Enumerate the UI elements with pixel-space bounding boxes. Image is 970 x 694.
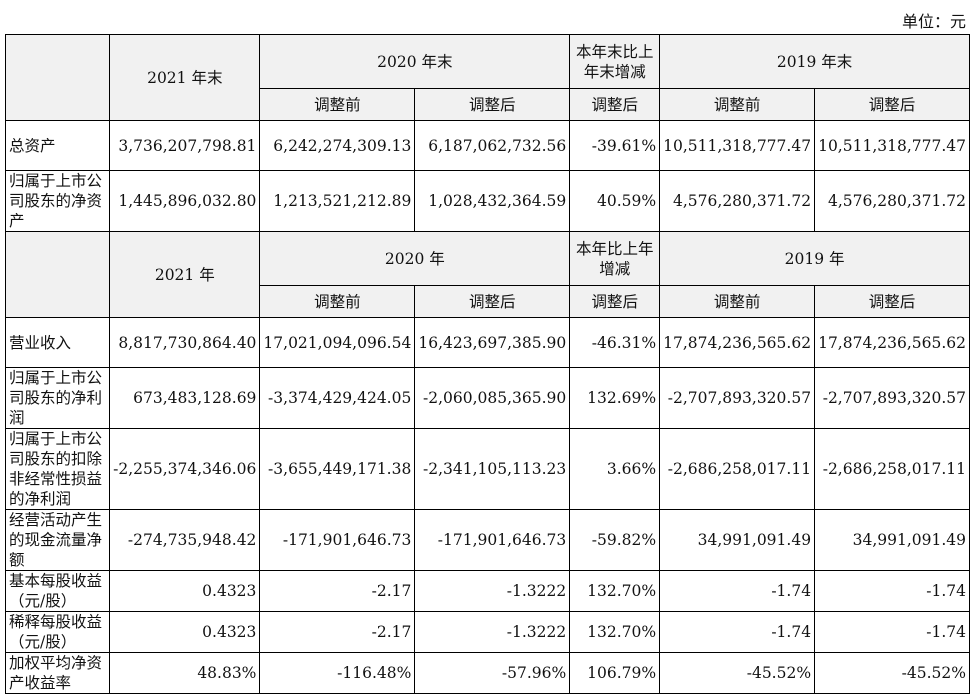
value-cell: 17,021,094,096.54 [259,317,416,368]
value-cell: 10,511,318,777.47 [659,120,816,171]
value-cell: 6,242,274,309.13 [259,120,416,171]
value-cell: -1.3222 [414,570,571,612]
row-label: 基本每股收益（元/股） [4,570,111,612]
change-cell: -46.31% [569,317,661,368]
header-cell: 2020 年末 [259,34,571,89]
value-cell: -171,901,646.73 [259,509,416,571]
subheader-cell: 调整后 [414,88,571,121]
table-row: 经营活动产生的现金流量净额 -274,735,948.42 -171,901,6… [4,509,970,571]
table-row: 营业收入 8,817,730,864.40 17,021,094,096.54 … [4,317,970,368]
value-cell: 6,187,062,732.56 [414,120,571,171]
header-row: 2021 年末 2020 年末 本年末比上年末增减 2019 年末 [4,34,970,121]
header-cell: 本年末比上年末增减 [569,34,661,89]
value-cell: 10,511,318,777.47 [814,120,970,171]
table-row: 归属于上市公司股东的净资产 1,445,896,032.80 1,213,521… [4,170,970,232]
value-cell: 17,874,236,565.62 [814,317,970,368]
header-blank-cell [4,34,111,121]
subheader-cell: 调整后 [569,88,661,121]
value-cell: -2.17 [259,570,416,612]
value-cell: -2,341,105,113.23 [414,428,571,510]
header-cell: 2019 年 [659,231,970,286]
value-cell: 1,028,432,364.59 [414,170,571,232]
header-cell: 2021 年末 [109,34,261,121]
value-cell: -2,255,374,346.06 [109,428,261,510]
table-row: 加权平均净资产收益率 48.83% -116.48% -57.96% 106.7… [4,652,970,694]
table-row: 归属于上市公司股东的净利润 673,483,128.69 -3,374,429,… [4,367,970,429]
subheader-cell: 调整前 [259,88,416,121]
value-cell: -2,686,258,017.11 [659,428,816,510]
value-cell: 673,483,128.69 [109,367,261,429]
value-cell: 34,991,091.49 [659,509,816,571]
subheader-row: 调整前 调整后 调整后 调整前 调整后 [6,285,970,318]
value-cell: 8,817,730,864.40 [109,317,261,368]
value-cell: 34,991,091.49 [814,509,970,571]
value-cell: 1,213,521,212.89 [259,170,416,232]
subheader-cell: 调整后 [414,285,571,318]
value-cell: 1,445,896,032.80 [109,170,261,232]
value-cell: 0.4323 [109,570,261,612]
table-row: 基本每股收益（元/股） 0.4323 -2.17 -1.3222 132.70%… [4,570,970,612]
financial-summary-table: 2021 年末 2020 年末 本年末比上年末增减 2019 年末 调整前 调整… [4,34,970,694]
change-cell: 132.69% [569,367,661,429]
value-cell: 0.4323 [109,611,261,653]
value-cell: -1.74 [814,611,970,653]
value-cell: -45.52% [814,652,970,694]
value-cell: 48.83% [109,652,261,694]
value-cell: -1.74 [814,570,970,612]
change-cell: 132.70% [569,611,661,653]
value-cell: -274,735,948.42 [109,509,261,571]
value-cell: -171,901,646.73 [414,509,571,571]
header-cell: 2021 年 [109,231,261,318]
change-cell: -59.82% [569,509,661,571]
row-label: 加权平均净资产收益率 [4,652,111,694]
value-cell: -1.74 [659,570,816,612]
change-cell: 106.79% [569,652,661,694]
header-blank-cell [4,231,111,318]
value-cell: -45.52% [659,652,816,694]
value-cell: -116.48% [259,652,416,694]
change-cell: 3.66% [569,428,661,510]
value-cell: 3,736,207,798.81 [109,120,261,171]
row-label: 归属于上市公司股东的扣除非经常性损益的净利润 [4,428,111,510]
subheader-cell: 调整前 [659,88,816,121]
subheader-cell: 调整后 [569,285,661,318]
subheader-cell: 调整前 [659,285,816,318]
table-row: 总资产 3,736,207,798.81 6,242,274,309.13 6,… [4,120,970,171]
row-label: 总资产 [4,120,111,171]
value-cell: -1.3222 [414,611,571,653]
value-cell: -2.17 [259,611,416,653]
table-row: 归属于上市公司股东的扣除非经常性损益的净利润 -2,255,374,346.06… [4,428,970,510]
value-cell: -3,374,429,424.05 [259,367,416,429]
subheader-cell: 调整后 [814,285,970,318]
unit-label: 单位：元 [901,12,966,31]
header-cell: 本年比上年增减 [569,231,661,286]
value-cell: -1.74 [659,611,816,653]
row-label: 归属于上市公司股东的净利润 [4,367,111,429]
header-cell: 2020 年 [259,231,571,286]
change-cell: 132.70% [569,570,661,612]
change-cell: -39.61% [569,120,661,171]
row-label: 稀释每股收益（元/股） [4,611,111,653]
subheader-cell: 调整前 [259,285,416,318]
header-cell: 2019 年末 [659,34,970,89]
row-label: 营业收入 [4,317,111,368]
table-row: 稀释每股收益（元/股） 0.4323 -2.17 -1.3222 132.70%… [4,611,970,653]
value-cell: -2,686,258,017.11 [814,428,970,510]
value-cell: 16,423,697,385.90 [414,317,571,368]
subheader-row: 调整前 调整后 调整后 调整前 调整后 [6,88,970,121]
row-label: 归属于上市公司股东的净资产 [4,170,111,232]
subheader-cell: 调整后 [814,88,970,121]
value-cell: -2,707,893,320.57 [659,367,816,429]
value-cell: 17,874,236,565.62 [659,317,816,368]
change-cell: 40.59% [569,170,661,232]
value-cell: -2,060,085,365.90 [414,367,571,429]
row-label: 经营活动产生的现金流量净额 [4,509,111,571]
value-cell: -3,655,449,171.38 [259,428,416,510]
value-cell: 4,576,280,371.72 [814,170,970,232]
value-cell: -57.96% [414,652,571,694]
value-cell: -2,707,893,320.57 [814,367,970,429]
header-row: 2021 年 2020 年 本年比上年增减 2019 年 [4,231,970,318]
value-cell: 4,576,280,371.72 [659,170,816,232]
